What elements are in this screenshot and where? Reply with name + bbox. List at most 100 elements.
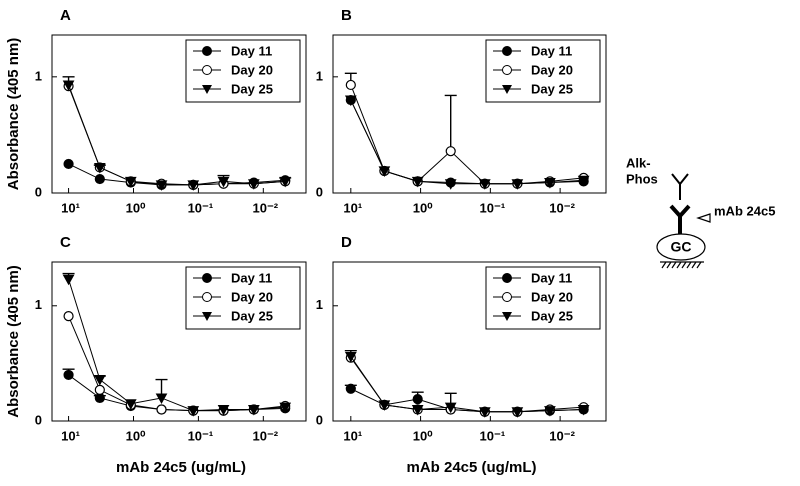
- legend: Day 11 Day 20 Day 25: [185, 39, 301, 103]
- panel: B 10¹ 10⁰ 10⁻¹ 10⁻² 0 1 Day 11 Day 20 Day 25: [316, 7, 607, 215]
- legend-marker: [202, 65, 212, 75]
- x-tick-label: 10⁻¹: [188, 428, 214, 443]
- marker: [478, 179, 491, 190]
- marker: [345, 383, 356, 394]
- marker: [378, 400, 391, 411]
- assay-diagram: Alk- Phos mAb 24c5 GC: [626, 155, 775, 269]
- marker: [94, 173, 105, 185]
- legend-label: Day 11: [231, 270, 272, 285]
- panel: A 10¹ 10⁰ 10⁻¹ 10⁻² 0 1 Absorbance (405 nm) Day …: [5, 7, 307, 215]
- y-tick-label: 0: [316, 184, 323, 199]
- marker: [187, 180, 200, 191]
- marker: [155, 393, 168, 404]
- legend-marker: [502, 65, 512, 75]
- legend-marker: [202, 85, 212, 94]
- series-line: [68, 279, 286, 412]
- series-line: [350, 356, 584, 413]
- marker: [344, 95, 357, 107]
- marker: [544, 178, 556, 189]
- legend-label: Day 25: [231, 81, 273, 96]
- marker: [62, 80, 75, 91]
- marker: [63, 158, 74, 170]
- plot-frame: [332, 34, 607, 194]
- panel: C 10¹ 10⁰ 10⁻¹ 10⁻² 0 1 Absorbance (405 nm) mAb …: [5, 234, 307, 476]
- marker: [511, 179, 524, 190]
- legend-label: Day 20: [231, 62, 273, 77]
- marker: [577, 404, 590, 416]
- legend: Day 11 Day 20 Day 25: [185, 266, 301, 330]
- surface-hatch: [660, 261, 704, 269]
- legend-label: Day 25: [231, 308, 273, 323]
- antigen-label: GC: [671, 239, 692, 255]
- enzyme-label: Alk-: [626, 155, 651, 170]
- marker: [511, 407, 524, 418]
- legend-marker: [502, 312, 512, 321]
- marker: [156, 404, 167, 415]
- marker: [62, 274, 75, 286]
- marker: [378, 166, 391, 177]
- panel-label: A: [60, 7, 71, 24]
- marker: [63, 369, 74, 381]
- marker: [124, 399, 137, 410]
- legend: Day 11 Day 20 Day 25: [485, 39, 601, 103]
- series-line: [68, 84, 286, 186]
- marker: [412, 394, 423, 405]
- arrow-icon: [696, 213, 711, 223]
- y-tick-label: 1: [316, 297, 323, 312]
- legend-marker: [202, 312, 212, 321]
- panel-label: D: [341, 234, 352, 251]
- y-tick-label: 1: [35, 297, 42, 312]
- antibody-icon: [669, 204, 691, 234]
- x-tick-label: 10¹: [61, 200, 80, 215]
- marker: [155, 180, 168, 191]
- legend-marker: [202, 46, 212, 56]
- x-tick-label: 10¹: [343, 200, 362, 215]
- legend-marker: [502, 46, 512, 56]
- legend-label: Day 20: [531, 62, 573, 77]
- antibody-label: mAb 24c5: [714, 203, 775, 218]
- marker: [187, 406, 200, 417]
- marker: [217, 176, 230, 188]
- plot-frame: [332, 261, 607, 422]
- x-tick-label: 10⁰: [126, 428, 146, 443]
- y-tick-label: 1: [35, 68, 42, 83]
- antigen-ellipse: [656, 233, 706, 261]
- marker: [344, 351, 357, 363]
- plot-frame: [51, 261, 307, 422]
- legend-label: Day 25: [531, 81, 573, 96]
- x-tick-label: 10¹: [61, 428, 80, 443]
- marker: [279, 402, 292, 414]
- legend-label: Day 20: [531, 289, 573, 304]
- x-tick-label: 10⁻²: [549, 428, 575, 443]
- marker: [93, 162, 106, 174]
- series-line: [350, 99, 584, 185]
- marker: [478, 407, 491, 418]
- marker: [93, 375, 106, 386]
- enzyme-label: Phos: [626, 171, 658, 186]
- x-tick-label: 10⁻¹: [480, 200, 506, 215]
- marker: [247, 179, 260, 190]
- legend-marker: [202, 292, 212, 302]
- marker: [445, 146, 456, 157]
- x-axis-label: mAb 24c5 (ug/mL): [116, 459, 246, 476]
- marker: [411, 176, 424, 188]
- panel-label: B: [341, 7, 352, 24]
- y-tick-label: 0: [35, 412, 42, 427]
- marker: [124, 176, 137, 188]
- y-tick-label: 0: [35, 184, 42, 199]
- marker: [247, 404, 260, 416]
- marker: [94, 384, 105, 395]
- legend-label: Day 20: [231, 289, 273, 304]
- x-tick-label: 10⁻²: [252, 428, 278, 443]
- x-tick-label: 10⁻¹: [188, 200, 214, 215]
- legend: Day 11 Day 20 Day 25: [485, 266, 601, 330]
- plot-frame: [51, 34, 307, 194]
- marker: [411, 404, 424, 416]
- x-tick-label: 10⁻²: [549, 200, 575, 215]
- marker: [444, 179, 457, 190]
- marker: [279, 176, 292, 188]
- marker: [577, 175, 590, 187]
- legend-label: Day 11: [231, 43, 272, 58]
